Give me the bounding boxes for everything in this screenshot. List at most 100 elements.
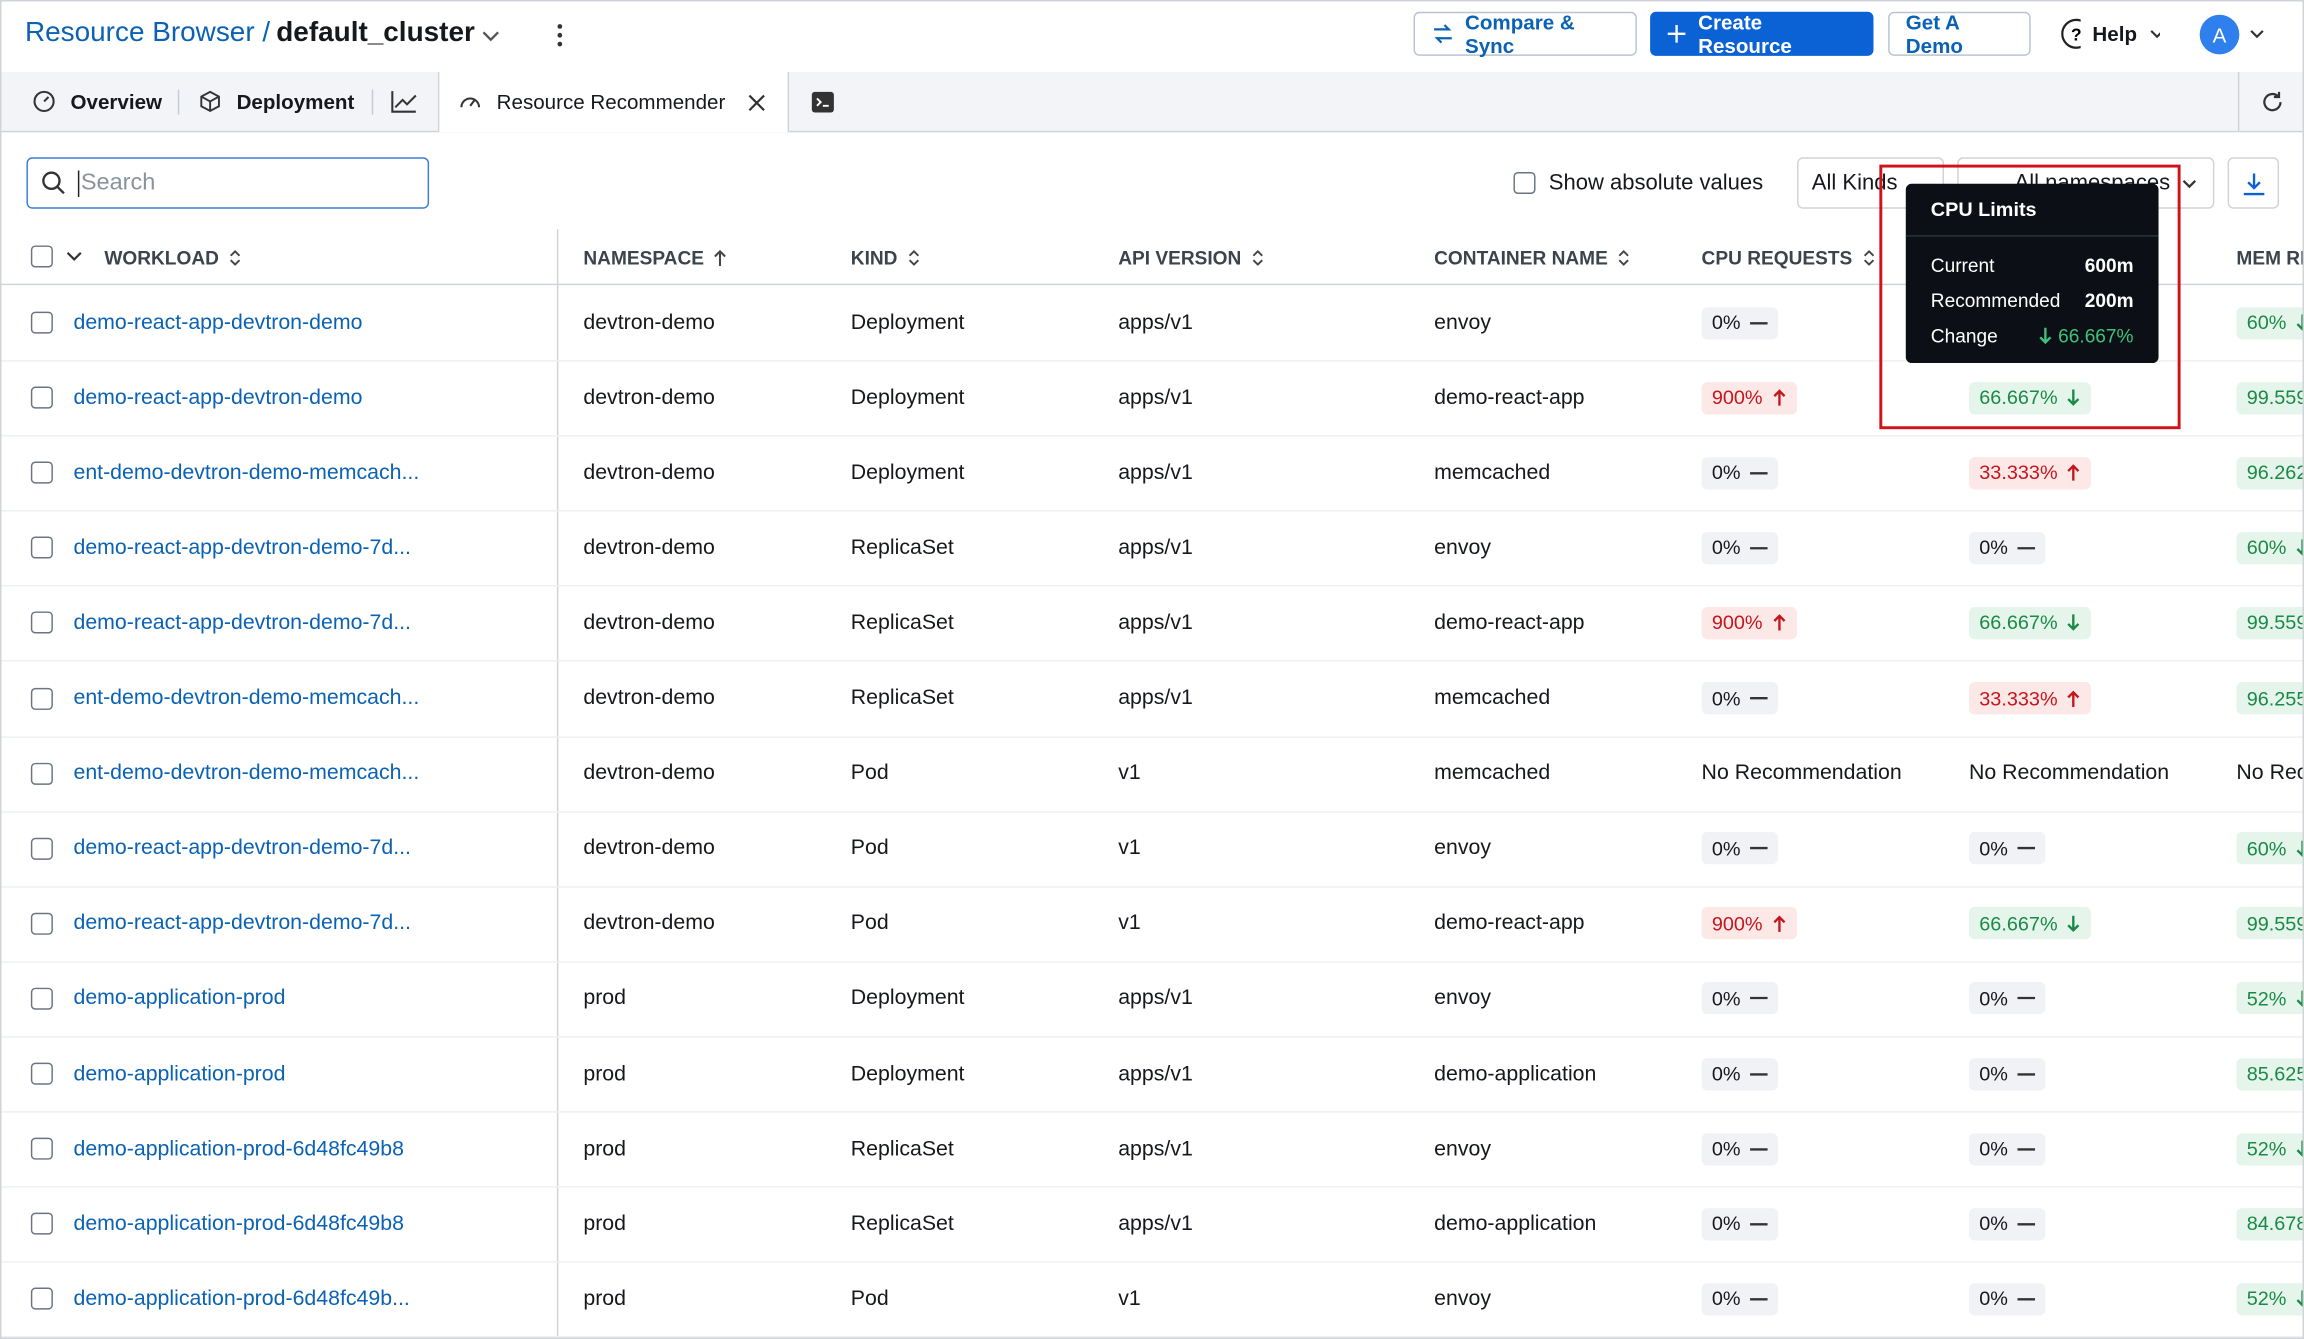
cell-text: ReplicaSet	[850, 686, 954, 710]
workload-link[interactable]: demo-application-prod-6d48fc49b8	[73, 1212, 404, 1236]
row-checkbox[interactable]	[30, 661, 53, 736]
change-pill: 0%	[1968, 531, 2045, 565]
cell-text: demo-react-app	[1434, 385, 1585, 410]
metric-cell: No Recommendation	[1969, 736, 2169, 811]
table-row: demo-react-app-devtron-demo-7d... devtron…	[1, 811, 2303, 888]
change-pill: 60%	[2236, 832, 2303, 865]
bulk-dropdown[interactable]	[65, 247, 84, 266]
cell-text: envoy	[1434, 310, 1491, 335]
more-menu[interactable]	[548, 21, 572, 50]
column-header[interactable]: API VERSION	[1118, 229, 1265, 285]
row-checkbox[interactable]	[30, 1186, 53, 1261]
tab[interactable]: Overview	[32, 72, 162, 131]
highlight-box	[1879, 164, 2181, 430]
breadcrumb[interactable]: Resource Browser /	[24, 17, 271, 49]
cluster-dropdown[interactable]	[479, 24, 503, 48]
column-header[interactable]: KIND	[851, 229, 921, 285]
change-pill: 33.333%	[1968, 681, 2092, 715]
workload-link[interactable]: ent-demo-devtron-demo-memcach...	[73, 461, 420, 485]
metric-cell: 60%	[2236, 285, 2303, 360]
column-label: CONTAINER NAME	[1434, 246, 1608, 269]
tooltip-value-text: 66.667%	[2058, 324, 2134, 347]
change-value: 60%	[2246, 837, 2287, 860]
tooltip-value: 600m	[2085, 254, 2134, 276]
search-input[interactable]: Search	[26, 157, 430, 209]
workload-link[interactable]: demo-react-app-devtron-demo	[73, 385, 363, 410]
cluster-name[interactable]: default_cluster	[276, 17, 475, 49]
change-pill: 84.678%	[2236, 1207, 2303, 1241]
change-pill: 60%	[2236, 306, 2303, 339]
row-checkbox[interactable]	[30, 961, 53, 1036]
row-checkbox[interactable]	[30, 435, 53, 510]
column-header[interactable]: WORKLOAD	[104, 229, 242, 285]
table-row: demo-react-app-devtron-demo-7d... devtron…	[1, 586, 2303, 662]
demo-button[interactable]: Get A Demo	[1888, 10, 2031, 57]
row-checkbox[interactable]	[30, 811, 53, 886]
column-header[interactable]: CPU REQUESTS	[1702, 229, 1876, 285]
row-checkbox[interactable]	[30, 360, 53, 435]
refresh[interactable]	[2260, 90, 2285, 115]
avatar[interactable]: A	[2199, 14, 2240, 55]
cell-text: prod	[583, 1287, 627, 1311]
metric-cell: 52%	[2236, 961, 2303, 1036]
cell-text: envoy	[1434, 1137, 1491, 1161]
tooltip-divider	[1905, 235, 2159, 237]
workload-link[interactable]: demo-application-prod-6d48fc49b8	[73, 1137, 404, 1161]
change-value: 84.678%	[2246, 1212, 2303, 1235]
cell-text: v1	[1118, 911, 1141, 936]
workload-link[interactable]: ent-demo-devtron-demo-memcach...	[73, 761, 420, 786]
absolute-toggle[interactable]: Show absolute values	[1513, 170, 1763, 195]
tab[interactable]: Deployment	[198, 72, 354, 131]
cell-text: envoy	[1434, 536, 1491, 560]
row-checkbox[interactable]	[30, 1111, 53, 1186]
absolute-label: Show absolute values	[1548, 170, 1764, 196]
row-checkbox[interactable]	[30, 736, 53, 811]
avatar-dropdown[interactable]	[2248, 25, 2266, 43]
workload-link[interactable]: demo-react-app-devtron-demo-7d...	[73, 536, 411, 560]
change-pill: 0%	[1701, 832, 1778, 865]
tab[interactable]: Resource Recommender	[458, 72, 725, 131]
terminal-tab-icon[interactable]	[811, 91, 835, 113]
create-label: Create Resource	[1698, 10, 1792, 58]
workload-link[interactable]: demo-react-app-devtron-demo-7d...	[73, 611, 411, 635]
column-header[interactable]: MEM REQUESTS	[2236, 229, 2302, 285]
close-tab[interactable]	[748, 94, 766, 112]
metric-cell: 0%	[1968, 1111, 2045, 1186]
row-checkbox[interactable]	[30, 886, 53, 961]
tooltip-value: 200m	[2085, 290, 2134, 312]
create-button[interactable]: Create Resource	[1650, 10, 1874, 58]
column-header[interactable]: CONTAINER NAME	[1434, 229, 1631, 285]
row-checkbox[interactable]	[30, 285, 53, 360]
workload-link[interactable]: demo-react-app-devtron-demo	[73, 310, 363, 335]
column-header[interactable]: NAMESPACE	[583, 229, 727, 285]
cell-text: Deployment	[850, 310, 965, 335]
graph-tab-icon[interactable]	[391, 90, 417, 114]
workload-link[interactable]: demo-application-prod	[73, 986, 286, 1011]
change-value: 0%	[1711, 1287, 1741, 1311]
metric-cell: 0%	[1701, 1036, 1778, 1111]
tooltip-key: Recommended	[1930, 289, 2061, 312]
cell-text: devtron-demo	[583, 310, 715, 335]
workload-link[interactable]: demo-react-app-devtron-demo-7d...	[73, 911, 411, 936]
kinds-select[interactable]: All Kinds	[1797, 157, 1945, 209]
workload-link[interactable]: demo-react-app-devtron-demo-7d...	[73, 836, 411, 861]
download-button[interactable]	[2227, 157, 2280, 209]
select-all[interactable]	[30, 245, 53, 268]
help-button[interactable]: ? Help	[2044, 12, 2176, 56]
workload-link[interactable]: demo-application-prod	[73, 1061, 286, 1086]
row-checkbox[interactable]	[30, 1262, 53, 1337]
cell-text: ReplicaSet	[850, 611, 954, 635]
change-pill: 0%	[1968, 832, 2045, 865]
metric-cell: 66.667%	[1968, 886, 2092, 961]
workload-link[interactable]: demo-application-prod-6d48fc49b...	[73, 1287, 410, 1311]
row-checkbox[interactable]	[30, 1036, 53, 1111]
change-pill: 96.255%	[2236, 681, 2303, 715]
workload-link[interactable]: ent-demo-devtron-demo-memcach...	[73, 686, 420, 710]
row-checkbox[interactable]	[30, 510, 53, 585]
no-recommendation: No Recommendation	[1968, 761, 2170, 786]
cell-text: apps/v1	[1118, 1061, 1193, 1086]
compare-button[interactable]: Compare & Sync	[1413, 10, 1637, 57]
row-checkbox[interactable]	[30, 586, 53, 661]
change-value: 66.667%	[1979, 612, 2058, 635]
